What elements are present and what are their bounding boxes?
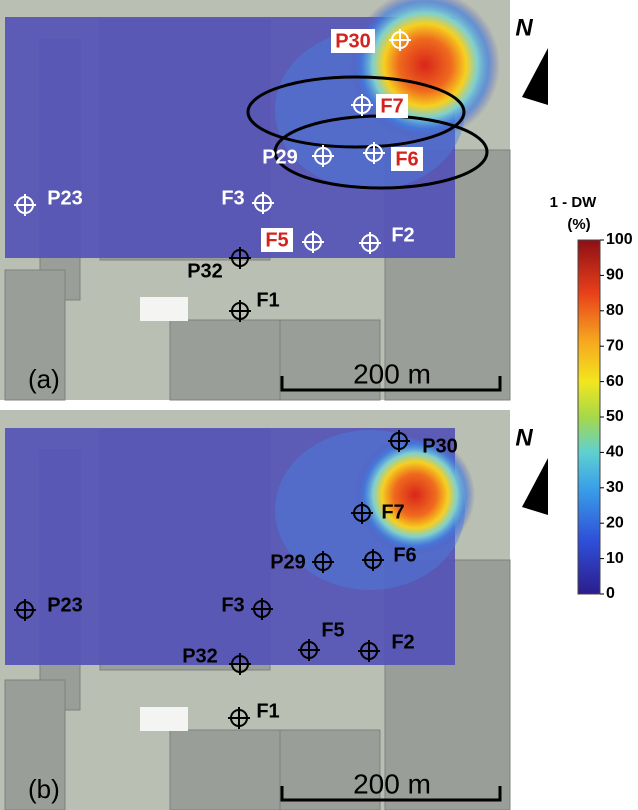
colorbar-unit: (%) <box>567 216 590 233</box>
panel-label: (a) <box>28 364 60 394</box>
well-label: F2 <box>391 631 414 653</box>
colorbar <box>578 240 600 594</box>
well-label: P23 <box>47 594 83 616</box>
well-label: F6 <box>395 148 418 170</box>
well-label: F5 <box>321 619 344 641</box>
colorbar-tick-label: 50 <box>606 408 624 425</box>
well-label: F7 <box>381 501 404 523</box>
well-label: F3 <box>221 594 244 616</box>
north-label: N <box>515 14 533 41</box>
colorbar-tick-label: 70 <box>606 337 624 354</box>
scale-bar-label: 200 m <box>353 358 431 389</box>
colorbar-tick-label: 30 <box>606 479 624 496</box>
north-arrow <box>522 48 548 105</box>
colorbar-tick-label: 20 <box>606 514 624 531</box>
well-label: P30 <box>335 30 371 52</box>
north-arrow <box>522 458 548 515</box>
map-panel: P30 F7 F6 P29 P23 F3 F5 F2 P32 F1 (a) 200 m N <box>0 0 548 400</box>
map-panel: P30 F7 F6 P29 P23 F3 F5 F2 P32 F1 (b) 200 m N <box>0 410 548 810</box>
colorbar-tick-label: 100 <box>606 231 633 248</box>
well-label: F6 <box>393 544 416 566</box>
well-label: F7 <box>380 95 403 117</box>
colorbar-tick-label: 60 <box>606 373 624 390</box>
well-label: P29 <box>262 146 298 168</box>
north-label: N <box>515 424 533 451</box>
well-label: F1 <box>256 700 279 722</box>
well-label: P30 <box>422 435 458 457</box>
building <box>140 297 188 321</box>
well-label: F2 <box>391 224 414 246</box>
colorbar-tick-label: 80 <box>606 302 624 319</box>
well-label: F5 <box>265 229 288 251</box>
colorbar-tick-label: 0 <box>606 585 615 602</box>
figure: P30 F7 F6 P29 P23 F3 F5 F2 P32 F1 (a) 200 m N P30 F7 F6… <box>0 0 638 810</box>
well-label: P32 <box>182 645 218 667</box>
panel-label: (b) <box>28 774 60 804</box>
colorbar-tick-label: 10 <box>606 550 624 567</box>
building <box>140 707 188 731</box>
well-label: F3 <box>221 187 244 209</box>
colorbar-tick-label: 40 <box>606 444 624 461</box>
well-label: P29 <box>270 551 306 573</box>
colorbar-tick-label: 90 <box>606 267 624 284</box>
well-label: P23 <box>47 187 83 209</box>
colorbar-title: 1 - DW <box>550 194 598 211</box>
scale-bar-label: 200 m <box>353 768 431 799</box>
well-label: P32 <box>187 260 223 282</box>
page: P30 F7 F6 P29 P23 F3 F5 F2 P32 F1 (a) 200 m N P30 F7 F6… <box>0 0 638 810</box>
well-label: F1 <box>256 289 279 311</box>
